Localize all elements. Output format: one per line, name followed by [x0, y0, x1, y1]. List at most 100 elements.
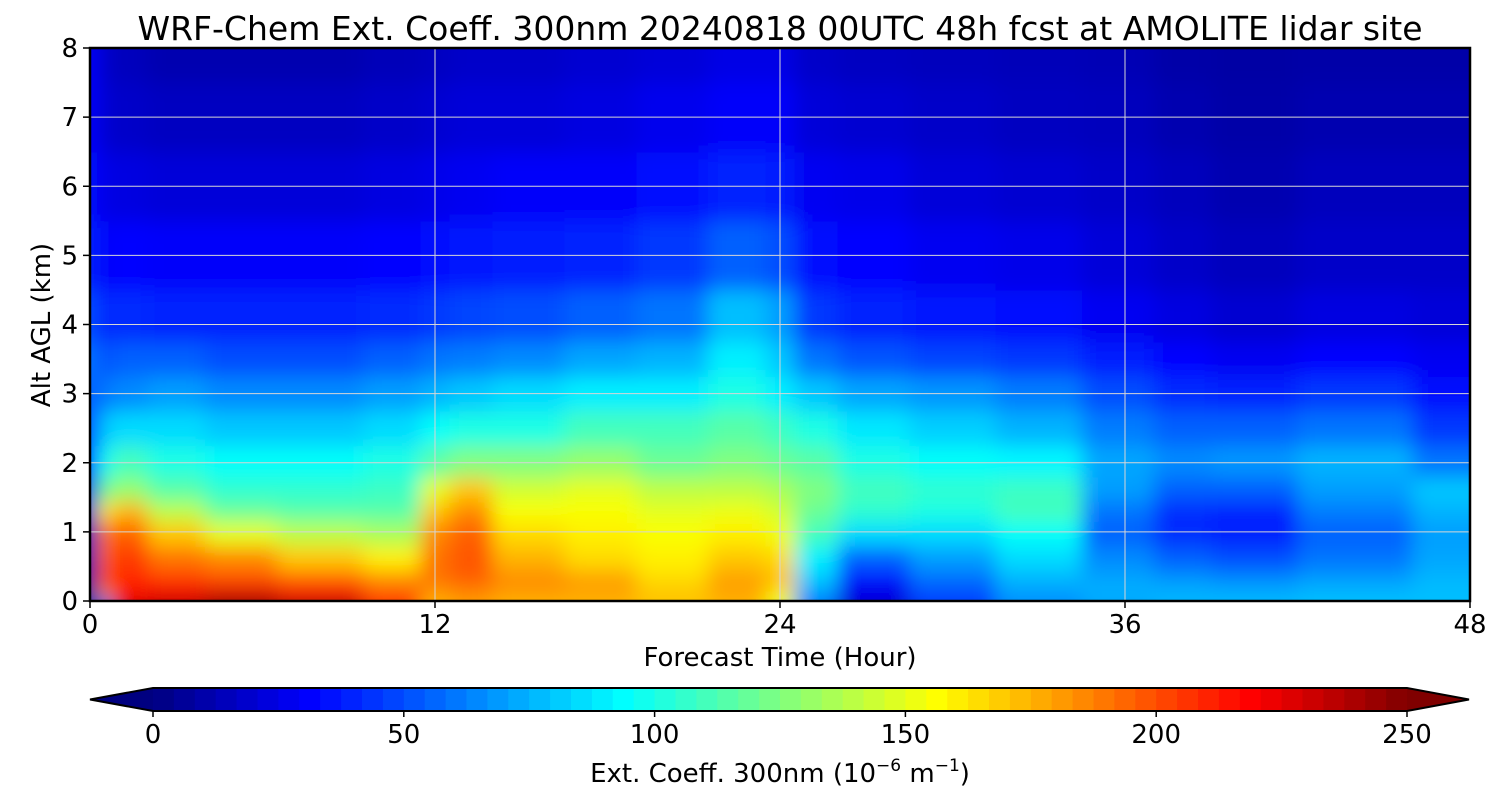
colorbar-segment [571, 688, 593, 711]
colorbar-tick-label: 100 [630, 720, 680, 750]
colorbar-segment [633, 688, 656, 711]
heatmap-cell [564, 445, 637, 478]
colorbar-segment [1156, 688, 1178, 711]
heatmap-cell [363, 569, 422, 588]
heatmap-cell [492, 445, 565, 478]
heatmap-cell [837, 289, 910, 343]
heatmap-cell [837, 597, 910, 601]
colorbar-segment [445, 688, 467, 711]
colorbar-segment [153, 688, 175, 711]
heatmap-cell [97, 587, 113, 599]
heatmap-cell [564, 476, 637, 502]
y-tick-label: 2 [61, 449, 78, 479]
heatmap-cell [1211, 410, 1299, 447]
colorbar-segment [487, 688, 509, 711]
heatmap-cell [1297, 521, 1414, 547]
y-tick-label: 4 [61, 311, 78, 341]
heatmap-cell [205, 476, 278, 502]
heatmap-cell [794, 587, 839, 599]
heatmap-cell [111, 545, 149, 571]
heatmap-cell [449, 545, 494, 571]
heatmap-cell [363, 500, 422, 523]
heatmap-cell [564, 289, 637, 343]
heatmap-cell [147, 500, 206, 523]
heatmap-cell [1211, 500, 1299, 523]
heatmap-cell [97, 445, 113, 478]
heatmap-cell [1081, 597, 1155, 601]
heatmap-cell [1211, 48, 1299, 84]
heatmap-cell [1297, 410, 1414, 447]
colorbar-segment [215, 688, 238, 711]
heatmap-cell [1211, 289, 1299, 343]
heatmap-cell [564, 410, 637, 447]
heatmap-cell [449, 410, 494, 447]
heatmap-cell [205, 48, 278, 84]
colorbar-extend-high [1407, 688, 1469, 711]
heatmap-cell [205, 587, 278, 599]
colorbar-segment [1135, 688, 1157, 711]
heatmap-cell [147, 445, 206, 478]
heatmap-cell [837, 569, 910, 588]
y-tick-label: 3 [61, 380, 78, 410]
heatmap-cell [449, 48, 494, 84]
heatmap-cell [636, 476, 709, 502]
colorbar-segment [1030, 688, 1053, 711]
colorbar-segment [842, 688, 865, 711]
y-tick-label: 7 [61, 103, 78, 133]
colorbar-segment [1051, 688, 1074, 711]
heatmap-cell [636, 341, 709, 377]
heatmap-cell [111, 521, 149, 547]
heatmap-cell [147, 341, 206, 377]
heatmap-cell [909, 569, 997, 588]
heatmap-cell [147, 410, 206, 447]
heatmap-cell [1081, 587, 1155, 599]
colorbar-tick-label: 200 [1131, 720, 1181, 750]
heatmap-cell [276, 476, 364, 502]
heatmap-cell [708, 410, 767, 447]
y-tick-label: 8 [61, 34, 78, 64]
heatmap-cell [1153, 569, 1212, 588]
heatmap-cell [708, 476, 767, 502]
heatmap-cell [636, 48, 709, 84]
heatmap-cell [111, 410, 149, 447]
colorbar-segment [738, 688, 760, 711]
heatmap-cell [1412, 597, 1470, 601]
heatmap-cell [909, 410, 997, 447]
colorbar-segment [1386, 688, 1408, 711]
colorbar-segment [341, 688, 363, 711]
heatmap-cell [564, 341, 637, 377]
heatmap-cell [708, 289, 767, 343]
heatmap-cell [205, 500, 278, 523]
heatmap-cell [708, 521, 767, 547]
heatmap-cell [794, 410, 839, 447]
heatmap-cell [449, 445, 494, 478]
heatmap-cell [1081, 500, 1155, 523]
colorbar-segment [508, 688, 530, 711]
heatmap-cell [363, 545, 422, 571]
colorbar-tick-label: 150 [881, 720, 931, 750]
colorbar-segment [947, 688, 969, 711]
colorbar-tick-label: 0 [145, 720, 162, 750]
colorbar-segment [1365, 688, 1387, 711]
x-tick-label: 48 [1453, 610, 1486, 640]
heatmap-cell [564, 545, 637, 571]
heatmap-cell [363, 289, 422, 343]
heatmap-cell [837, 521, 910, 547]
heatmap-cell [995, 476, 1083, 502]
heatmap-cell [97, 410, 113, 447]
heatmap-cell [1412, 289, 1470, 343]
colorbar-label-exp1: −6 [876, 756, 901, 776]
heatmap-cell [90, 289, 98, 343]
heatmap-cell [276, 48, 364, 84]
heatmap-cell [909, 545, 997, 571]
heatmap-cell [1081, 289, 1155, 343]
heatmap-cell [111, 48, 149, 84]
heatmap-cell [837, 48, 910, 84]
colorbar-segment [194, 688, 217, 711]
colorbar-segment [550, 688, 572, 711]
y-axis-label: Alt AGL (km) [27, 243, 57, 407]
heatmap-cell [708, 587, 767, 599]
heatmap-cell [636, 545, 709, 571]
heatmap-cell [111, 341, 149, 377]
